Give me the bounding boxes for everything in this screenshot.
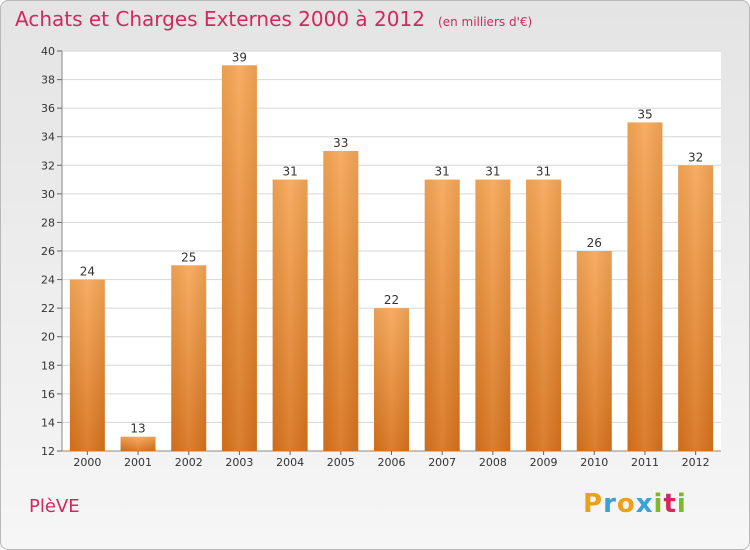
bar-shade: [424, 179, 460, 452]
x-tick-label: 2006: [378, 456, 406, 469]
x-tick-label: 2010: [580, 456, 608, 469]
y-tick-label: 22: [41, 302, 55, 315]
data-label: 31: [282, 165, 297, 179]
bar-shade: [526, 179, 562, 452]
bar-group: [627, 122, 663, 451]
bar-group: [475, 179, 511, 452]
bar-group: [171, 265, 207, 451]
bar-shade: [576, 251, 612, 451]
y-tick-label: 32: [41, 159, 55, 172]
x-tick-label: 2008: [479, 456, 507, 469]
data-label: 35: [637, 107, 652, 121]
data-label: 26: [587, 236, 602, 250]
y-tick-label: 26: [41, 245, 55, 258]
x-tick-label: 2011: [631, 456, 659, 469]
x-tick-label: 2004: [276, 456, 304, 469]
y-tick-label: 14: [41, 416, 55, 429]
data-label: 31: [435, 165, 450, 179]
chart-title: Achats et Charges Externes 2000 à 2012: [15, 7, 425, 31]
x-tick-label: 2003: [225, 456, 253, 469]
x-tick-label: 2002: [175, 456, 203, 469]
data-label: 32: [688, 150, 703, 164]
chart-header: Achats et Charges Externes 2000 à 2012 (…: [15, 7, 532, 31]
bar-shade: [323, 151, 359, 451]
data-label: 39: [232, 50, 247, 64]
bar-shade: [120, 436, 156, 451]
bar-group: [424, 179, 460, 452]
logo-letter: o: [616, 489, 636, 519]
y-tick-label: 34: [41, 131, 55, 144]
logo-letter: i: [653, 489, 664, 519]
y-tick-label: 24: [41, 274, 55, 287]
x-tick-label: 2000: [73, 456, 101, 469]
x-tick-label: 2005: [327, 456, 355, 469]
logo-letter: r: [603, 489, 617, 519]
data-label: 22: [384, 293, 399, 307]
bar-shade: [171, 265, 207, 451]
x-tick-label: 2001: [124, 456, 152, 469]
data-label: 24: [80, 265, 95, 279]
data-label: 25: [181, 250, 196, 264]
bar-group: [221, 65, 257, 452]
bar-group: [576, 251, 612, 451]
bar-shade: [678, 165, 714, 452]
y-tick-label: 38: [41, 74, 55, 87]
x-tick-label: 2009: [530, 456, 558, 469]
data-label: 31: [485, 165, 500, 179]
bar-group: [678, 165, 714, 452]
bar-group: [69, 279, 105, 451]
bar-group: [374, 308, 409, 451]
bar-group: [120, 436, 156, 451]
bar-shade: [374, 308, 409, 451]
bar-shade: [272, 179, 308, 452]
logo-letter: x: [635, 489, 654, 519]
bar-group: [272, 179, 308, 452]
y-tick-label: 12: [41, 445, 55, 458]
x-tick-label: 2007: [428, 456, 456, 469]
bar-shade: [69, 279, 105, 451]
y-tick-label: 20: [41, 331, 55, 344]
data-label: 13: [130, 422, 145, 436]
y-tick-label: 28: [41, 216, 55, 229]
x-tick-label: 2012: [682, 456, 710, 469]
y-tick-label: 16: [41, 388, 55, 401]
bar-shade: [627, 122, 663, 451]
y-tick-label: 36: [41, 102, 55, 115]
proxiti-logo[interactable]: Proxiti: [583, 489, 687, 519]
commune-name: PlèVE: [29, 496, 80, 517]
logo-letter: i: [676, 489, 687, 519]
data-label: 31: [536, 165, 551, 179]
logo-letter: P: [583, 489, 604, 519]
bar-shade: [221, 65, 257, 452]
data-label: 33: [333, 136, 348, 150]
bar-group: [526, 179, 562, 452]
y-tick-label: 18: [41, 359, 55, 372]
chart-unit: (en milliers d'€): [438, 15, 533, 29]
bar-shade: [475, 179, 511, 452]
logo-letter: t: [663, 489, 677, 519]
bar-group: [323, 151, 359, 451]
y-tick-label: 40: [41, 45, 55, 58]
y-tick-label: 30: [41, 188, 55, 201]
